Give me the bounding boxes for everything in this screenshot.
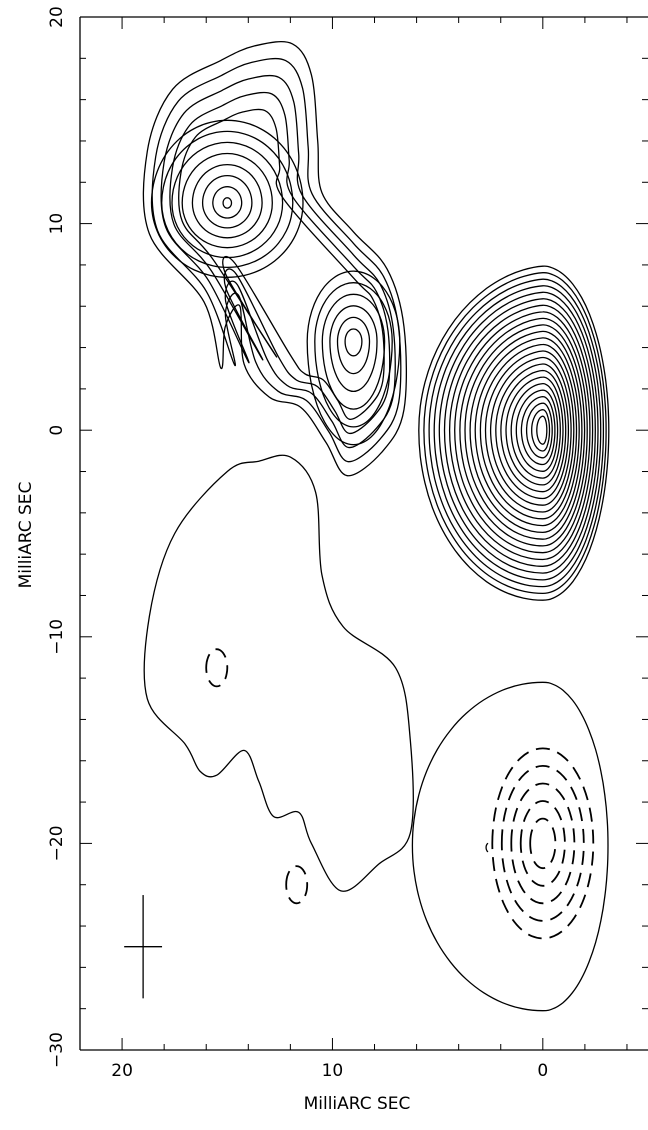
core-contour xyxy=(423,272,607,595)
y-tick-label: 10 xyxy=(47,213,67,235)
y-tick-label: −30 xyxy=(47,1032,67,1068)
core-contour xyxy=(489,356,572,506)
core-contour xyxy=(474,337,580,527)
jet-a-contour xyxy=(161,130,294,269)
dashed-blob xyxy=(205,648,229,688)
jet-a-contour xyxy=(212,186,243,219)
core-polarization-outline xyxy=(411,681,609,1012)
polarization-contours xyxy=(143,454,609,1012)
core-contour xyxy=(531,409,551,452)
y-tick-label: −10 xyxy=(47,619,67,655)
core-contour xyxy=(428,278,605,588)
dashed-contour xyxy=(491,747,595,940)
core-contour xyxy=(525,402,553,459)
jet-b-contour xyxy=(344,328,363,357)
dashed-contour xyxy=(500,764,585,922)
core-contour xyxy=(536,415,548,445)
core-contour xyxy=(495,363,570,500)
plot-frame xyxy=(79,16,648,1051)
core-contour xyxy=(433,285,602,581)
y-tick-label: 0 xyxy=(47,425,67,436)
core-contour xyxy=(500,369,567,493)
core-contour xyxy=(438,291,599,574)
total-intensity-contours xyxy=(142,41,610,601)
core-contour xyxy=(469,330,583,534)
y-tick-label: −20 xyxy=(47,825,67,861)
jet-b-contour xyxy=(321,293,386,410)
core-contour xyxy=(479,343,578,520)
jet-a-contour xyxy=(222,197,233,209)
x-axis-label: MilliARC SEC xyxy=(304,1094,411,1114)
x-tick-label: 0 xyxy=(537,1061,548,1081)
y-axis-label: MilliARC SEC xyxy=(16,482,36,589)
core-contour xyxy=(515,389,559,472)
core-contour xyxy=(510,382,561,479)
small-contour-arc xyxy=(485,842,489,853)
axis-ticks xyxy=(79,16,648,1051)
core-contour xyxy=(464,324,586,540)
dashed-contour xyxy=(519,800,566,887)
jet-contour xyxy=(151,57,402,463)
core-contour xyxy=(443,298,596,567)
jet-b-contour xyxy=(336,316,371,375)
y-tick-label: 20 xyxy=(47,6,67,28)
core-contour xyxy=(418,265,610,601)
jet-a-contour xyxy=(191,163,263,239)
jet-polarization-outline xyxy=(143,454,414,892)
jet-b-contour xyxy=(329,305,378,393)
core-contour xyxy=(459,317,588,547)
dashed-blob xyxy=(285,865,309,905)
core-contour xyxy=(484,350,575,513)
core-contour xyxy=(520,395,556,466)
beam-cross xyxy=(124,895,163,999)
core-contour xyxy=(448,304,594,561)
core-contour xyxy=(505,376,564,486)
dashed-contour xyxy=(529,817,557,870)
jet-contour xyxy=(142,41,408,477)
jet-a-contour xyxy=(171,141,284,259)
jet-a-contour xyxy=(181,152,273,249)
x-tick-label: 10 xyxy=(322,1061,344,1081)
jet-a-contour xyxy=(201,174,253,229)
x-tick-label: 20 xyxy=(111,1061,133,1081)
jet-a-contour xyxy=(150,119,304,278)
core-contour xyxy=(454,311,591,554)
dashed-contour xyxy=(510,782,576,905)
jet-b-contour xyxy=(314,282,393,428)
tick-labels: 20 10 0 20 10 0 −10 −20 −30 xyxy=(47,6,548,1081)
jet-b-contour xyxy=(306,270,401,446)
